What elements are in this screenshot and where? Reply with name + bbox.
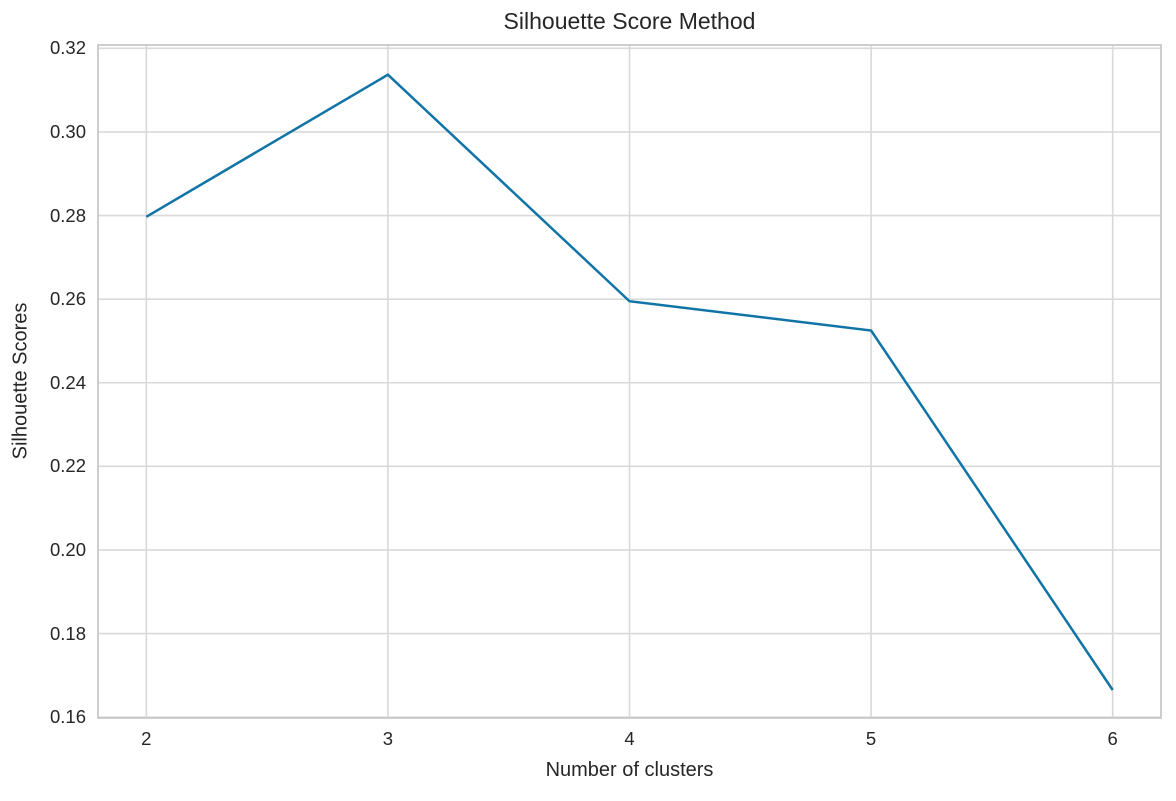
- y-tick-label: 0.16: [49, 706, 86, 728]
- y-tick-label: 0.30: [49, 120, 86, 142]
- x-tick-label: 6: [1107, 728, 1118, 749]
- y-tick-label: 0.24: [49, 371, 86, 393]
- x-tick-label: 5: [865, 728, 877, 749]
- axes-frame: [97, 44, 1162, 719]
- x-tick-label: 3: [382, 728, 394, 749]
- x-tick-label: 2: [141, 728, 152, 749]
- y-tick-label: 0.32: [49, 37, 86, 59]
- y-tick-label: 0.26: [49, 288, 86, 310]
- y-tick-label: 0.22: [49, 455, 86, 477]
- x-axis-label: Number of clusters: [545, 759, 714, 781]
- chart-title: Silhouette Score Method: [503, 8, 756, 34]
- x-tick-label: 4: [624, 728, 635, 749]
- y-tick-label: 0.18: [49, 622, 86, 644]
- y-tick-label: 0.20: [49, 538, 86, 560]
- y-tick-label: 0.28: [49, 204, 86, 226]
- silhouette-score-line: [145, 73, 1114, 691]
